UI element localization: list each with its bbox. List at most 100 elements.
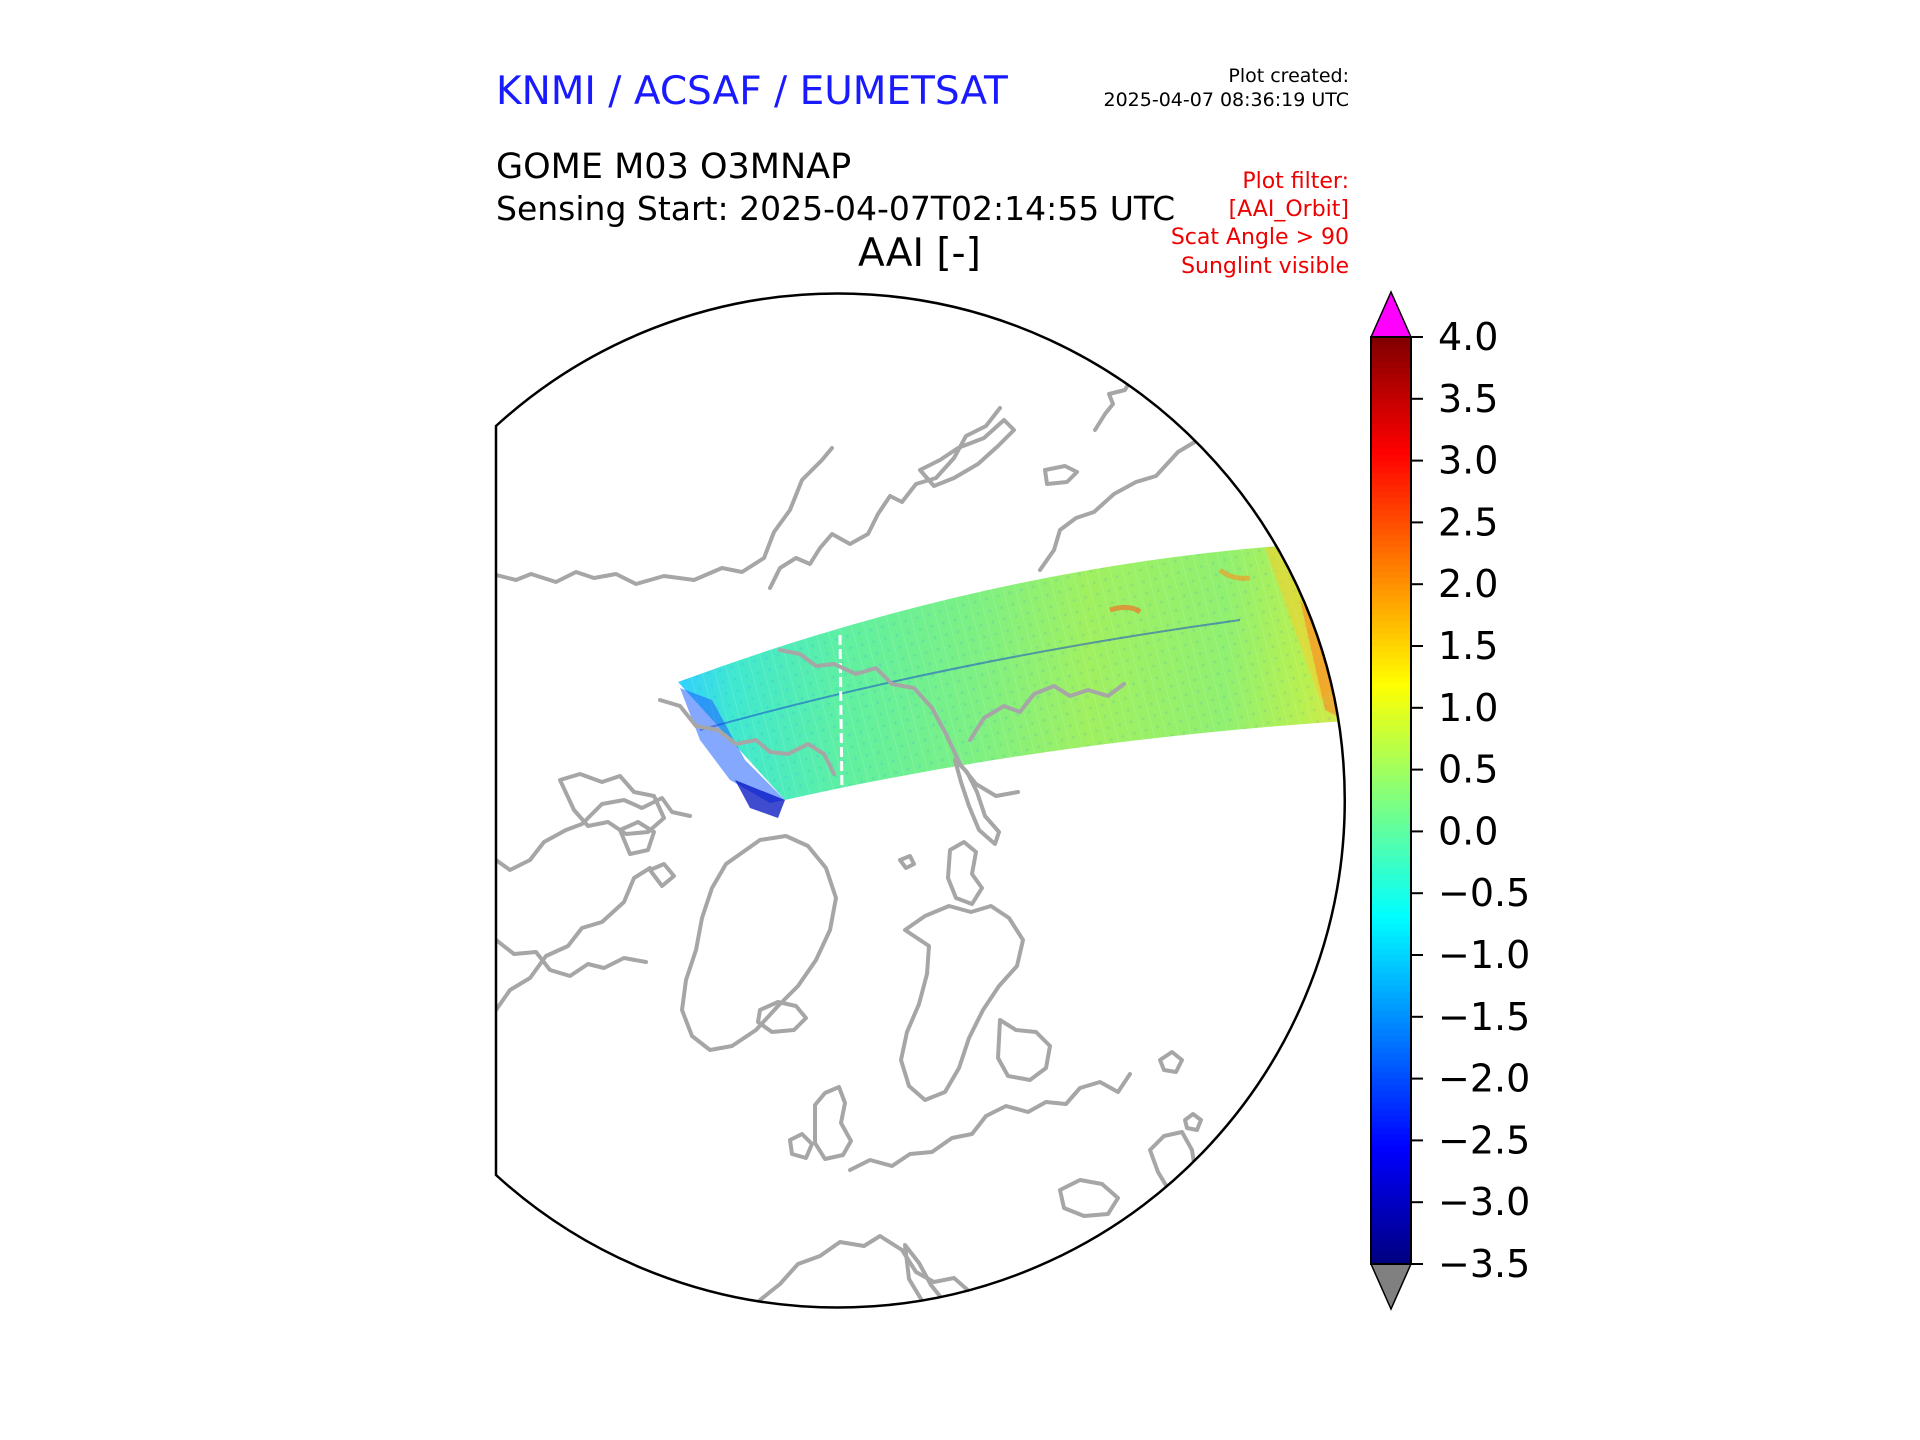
colorbar-segment (1371, 1220, 1411, 1228)
plot-created-label: Plot created: (1228, 65, 1349, 87)
colorbar-segment (1371, 516, 1411, 523)
colorbar-segment (1371, 1251, 1411, 1259)
colorbar-tick-label: 0.0 (1438, 809, 1498, 853)
colorbar-segment (1371, 942, 1411, 950)
colorbar-segment (1371, 1202, 1411, 1209)
colorbar-segment (1371, 435, 1411, 443)
aai-hotspot (1109, 604, 1142, 615)
colorbar-segment (1371, 911, 1411, 919)
colorbar-segment (1371, 1084, 1411, 1092)
colorbar-segment (1371, 837, 1411, 845)
colorbar-segment (1371, 615, 1411, 622)
colorbar-segment (1371, 633, 1411, 641)
colorbar-segment (1371, 856, 1411, 863)
colorbar-segment (1371, 411, 1411, 418)
colorbar-segment (1371, 367, 1411, 375)
colorbar-segment (1371, 337, 1411, 344)
colorbar-tick-label: −1.5 (1438, 995, 1530, 1039)
colorbar-segment (1371, 806, 1411, 814)
colorbar-segment (1371, 522, 1411, 530)
colorbar-segment (1371, 689, 1411, 697)
colorbar-segment (1371, 831, 1411, 839)
colorbar-segment (1371, 404, 1411, 412)
colorbar-segment (1371, 683, 1411, 690)
coastline-svalbard (946, 840, 984, 906)
colorbar-segment (1371, 448, 1411, 456)
colorbar-segment (1371, 534, 1411, 542)
aai-swath-seam (699, 619, 1241, 731)
colorbar-segment (1371, 1029, 1411, 1036)
colorbar-segment (1371, 1041, 1411, 1049)
colorbar-segment (1371, 1097, 1411, 1104)
colorbar-segment (1371, 497, 1411, 505)
coastline-taymyr (768, 406, 1002, 590)
colorbar-segment (1371, 1208, 1411, 1216)
coastline-new-siberian-islands (918, 418, 1016, 488)
colorbar-tick-label: −3.5 (1438, 1242, 1530, 1286)
coastline-ellesmere (658, 698, 836, 776)
colorbar-tick-label: −3.0 (1438, 1180, 1530, 1224)
colorbar-segment (1371, 961, 1411, 968)
coastline-black-sea (1058, 1178, 1120, 1218)
colorbar-segment (1371, 510, 1411, 517)
colorbar-segment (1371, 1060, 1411, 1067)
colorbar-segment (1371, 664, 1411, 672)
colorbar-segment (1371, 738, 1411, 746)
colorbar-tick-label: 3.5 (1438, 377, 1498, 421)
colorbar-segment (1371, 442, 1411, 449)
colorbar-segment (1371, 732, 1411, 740)
colorbar-segment (1371, 744, 1411, 752)
colorbar-segment (1371, 590, 1411, 598)
colorbar-segment (1371, 491, 1411, 499)
colorbar-segment (1371, 880, 1411, 888)
plot-filter-scat-angle: Scat Angle > 90 (1170, 225, 1349, 250)
colorbar-segment (1371, 1121, 1411, 1129)
colorbar-segment (1371, 596, 1411, 604)
plot-created-timestamp: 2025-04-07 08:36:19 UTC (1103, 89, 1350, 111)
coastline-europe-mainland (848, 1072, 1132, 1172)
colorbar-segment (1371, 794, 1411, 802)
colorbar-segment (1371, 998, 1411, 1006)
colorbar-segment (1371, 1233, 1411, 1240)
coastline-novaya-zemlya (953, 758, 1001, 846)
colorbar-tick-label: −1.0 (1438, 933, 1530, 977)
colorbar-segment (1371, 1152, 1411, 1160)
colorbar-under-extension (1369, 1263, 1413, 1311)
colorbar-segment (1371, 374, 1411, 381)
colorbar-tick-label: −0.5 (1438, 871, 1530, 915)
colorbar-segment (1371, 849, 1411, 857)
colorbar-segment (1371, 930, 1411, 938)
coastline-mediterranean (758, 1234, 1028, 1306)
coastline-scandinavia (899, 904, 1025, 1102)
coastline-iceland (756, 1000, 808, 1034)
colorbar-segment (1371, 602, 1411, 610)
colorbar-segment (1371, 423, 1411, 431)
colorbar-tick-label: −2.5 (1438, 1118, 1530, 1162)
coastline-canadian-arctic (496, 796, 692, 872)
colorbar-segment (1371, 707, 1411, 715)
colorbar-segment (1371, 1047, 1411, 1055)
colorbar-segment (1371, 472, 1411, 480)
colorbar-segment (1371, 1035, 1411, 1043)
colorbar-segment (1371, 1053, 1411, 1061)
coastline-alaska-coast (496, 866, 652, 1012)
colorbar-segment (1371, 652, 1411, 659)
colorbar-segment (1371, 578, 1411, 585)
coastline-russian-north (968, 682, 1126, 742)
colorbar-segment (1371, 571, 1411, 579)
aai-swath (678, 545, 1345, 818)
colorbar-segment (1371, 1196, 1411, 1203)
colorbar-segment (1371, 479, 1411, 486)
colorbar-segment (1371, 1171, 1411, 1179)
colorbar-segment (1371, 1016, 1411, 1024)
coastline-beringia (1038, 418, 1242, 572)
colorbar-segment (1371, 1189, 1411, 1197)
colorbar-segment (1371, 503, 1411, 511)
colorbar-segment (1371, 553, 1411, 561)
colorbar-segment (1371, 621, 1411, 629)
colorbar-frame (1370, 336, 1412, 1265)
colorbar-segment (1371, 1257, 1411, 1265)
colorbar-segment (1371, 1146, 1411, 1154)
coastline-siberia (496, 446, 834, 586)
